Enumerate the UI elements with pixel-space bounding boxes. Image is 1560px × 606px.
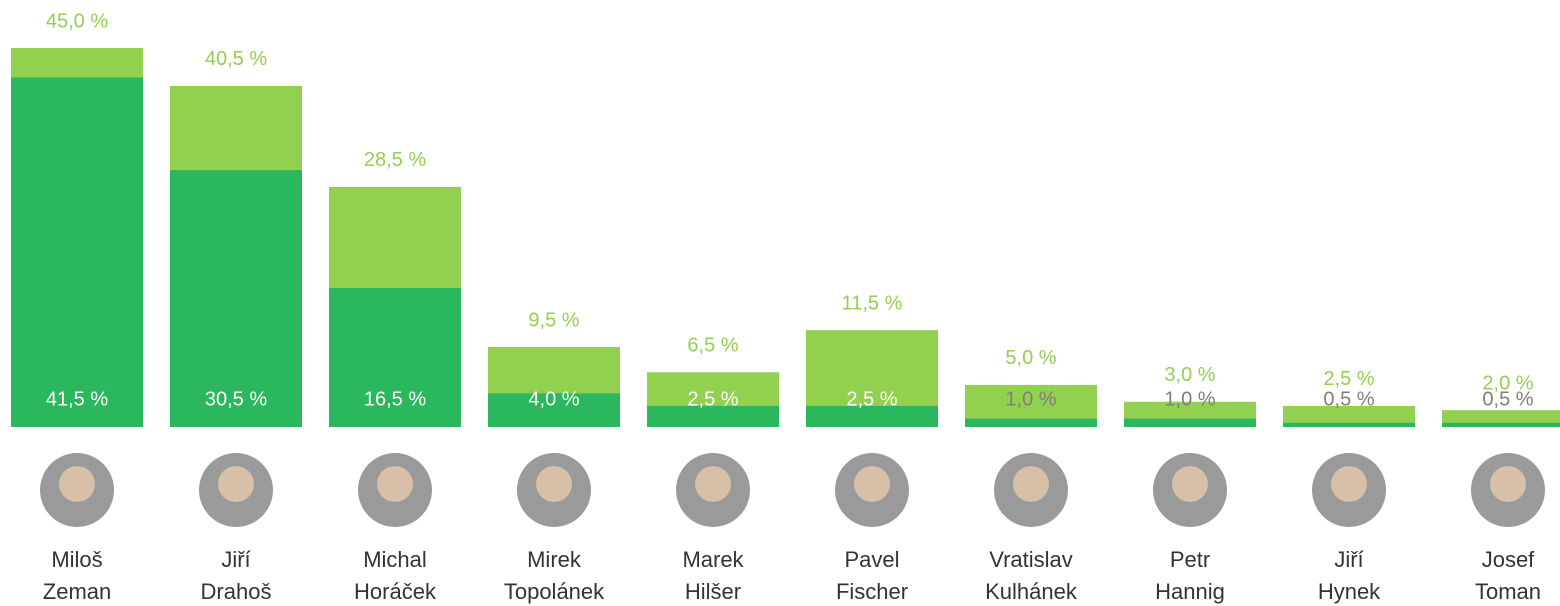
avatar-face <box>536 466 572 502</box>
avatar-face <box>1490 466 1526 502</box>
candidate-name: Vratislav Kulhánek <box>985 544 1077 606</box>
candidate-name: Miloš Zeman <box>43 544 111 606</box>
value-label: 0,5 % <box>1482 388 1533 410</box>
candidate-name: Jiří Drahoš <box>201 544 272 606</box>
value-label: 45,0 % <box>46 10 108 32</box>
chart-svg: 45,0 % 41,5 % 40,5 % 30,5 % 28,5 % 16,5 % 9,5 … <box>0 0 1560 606</box>
avatar-face <box>59 466 95 502</box>
value-label: 40,5 % <box>205 48 267 70</box>
value-label: 41,5 % <box>46 388 108 410</box>
bar <box>1442 423 1560 427</box>
candidate-name: Petr Hannig <box>1155 544 1225 606</box>
candidate-name: Jiří Hynek <box>1318 544 1380 606</box>
bar <box>1283 423 1415 427</box>
avatar-face <box>377 466 413 502</box>
value-label: 4,0 % <box>528 388 579 410</box>
avatar-face <box>1331 466 1367 502</box>
value-label: 9,5 % <box>528 309 579 331</box>
value-label: 3,0 % <box>1164 364 1215 386</box>
candidate-name: Mirek Topolánek <box>504 544 604 606</box>
candidate-name: Marek Hilšer <box>682 544 743 606</box>
avatar-face <box>695 466 731 502</box>
value-label: 5,0 % <box>1005 347 1056 369</box>
value-label: 6,5 % <box>687 335 738 357</box>
value-label: 2,5 % <box>687 388 738 410</box>
chart: 45,0 % 41,5 % 40,5 % 30,5 % 28,5 % 16,5 % 9,5 … <box>0 0 1560 606</box>
value-label: 1,0 % <box>1005 388 1056 410</box>
value-label: 1,0 % <box>1164 388 1215 410</box>
avatar-face <box>1172 466 1208 502</box>
value-label: 16,5 % <box>364 388 426 410</box>
value-label: 2,5 % <box>1323 368 1374 390</box>
avatar-face <box>218 466 254 502</box>
bar <box>1124 419 1256 427</box>
value-label: 2,5 % <box>846 388 897 410</box>
value-label: 28,5 % <box>364 149 426 171</box>
candidate-name: Pavel Fischer <box>836 544 908 606</box>
avatar-face <box>1013 466 1049 502</box>
value-label: 11,5 % <box>842 292 903 314</box>
value-label: 30,5 % <box>205 388 267 410</box>
bar <box>965 419 1097 427</box>
bar <box>11 77 143 427</box>
candidate-name: Josef Toman <box>1475 544 1541 606</box>
candidate-name: Michal Horáček <box>354 544 436 606</box>
avatar-face <box>854 466 890 502</box>
value-label: 0,5 % <box>1323 388 1374 410</box>
